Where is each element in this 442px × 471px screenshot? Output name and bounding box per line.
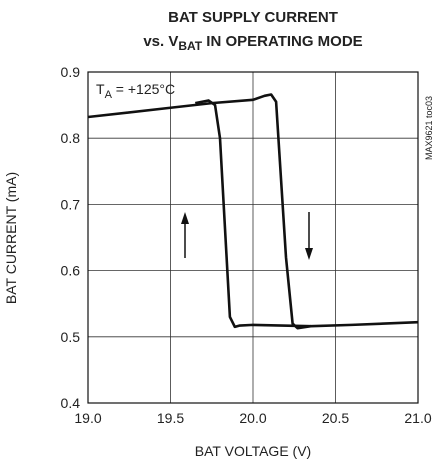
subtitle-part: IN OPERATING MODE: [202, 33, 363, 50]
y-tick-label: 0.4: [61, 395, 81, 411]
chart-subtitle: vs. VBAT IN OPERATING MODE: [143, 33, 362, 53]
y-tick-label: 0.7: [61, 196, 81, 212]
y-axis-label: BAT CURRENT (mA): [3, 172, 19, 304]
y-tick-label: 0.5: [61, 329, 81, 345]
subtitle-part: vs. V: [143, 33, 178, 50]
chart-title: BAT SUPPLY CURRENT: [168, 9, 338, 26]
plot-frame: [87, 71, 419, 404]
x-tick-label: 19.0: [74, 410, 101, 426]
x-tick-label: 20.5: [322, 410, 349, 426]
x-tick-label: 20.0: [239, 410, 266, 426]
x-axis-label: BAT VOLTAGE (V): [195, 443, 311, 459]
subtitle-subscript: BAT: [178, 39, 202, 53]
arrow-down-head: [305, 248, 313, 260]
annotation-subscript: A: [105, 89, 113, 101]
x-tick-label: 19.5: [157, 410, 184, 426]
arrow-up-head: [181, 212, 189, 224]
y-tick-label: 0.8: [61, 130, 81, 146]
annotation: TA = +125°C: [96, 81, 175, 101]
data-line: [194, 99, 311, 329]
side-note: MAX9621 toc03: [424, 96, 434, 160]
annotation-part: T: [96, 81, 105, 97]
y-tick-label: 0.6: [61, 263, 81, 279]
y-tick-label: 0.9: [61, 64, 81, 80]
x-tick-label: 21.0: [404, 410, 431, 426]
annotation-part: = +125°C: [112, 81, 175, 97]
